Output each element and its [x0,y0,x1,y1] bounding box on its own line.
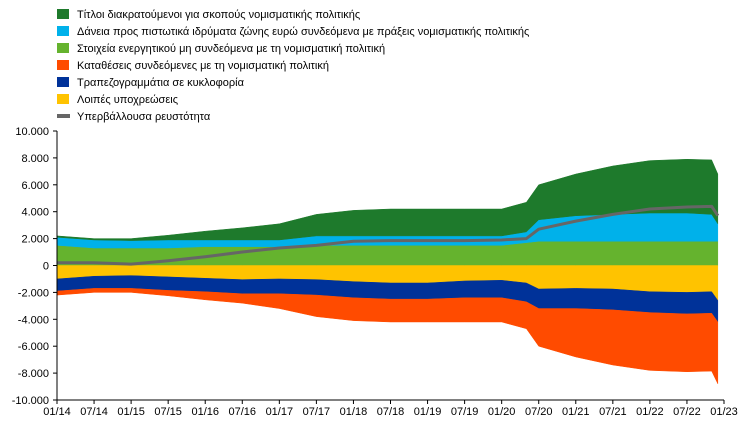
x-tick-label: 07/19 [451,406,479,418]
line-series [57,204,720,266]
legend-swatch [57,60,69,70]
x-tick-label: 01/18 [340,406,368,418]
legend-label: Τραπεζογραμμάτια σε κυκλοφορία [77,77,245,89]
x-tick-label: 01/19 [414,406,442,418]
y-tick-label: 6.000 [21,180,49,192]
y-tick-label: 8.000 [21,153,49,165]
x-tick-label: 01/22 [636,406,664,418]
x-tick-label: 01/20 [488,406,516,418]
legend-label: Λοιπές υποχρεώσεις [77,94,178,106]
legend-swatch [57,9,69,19]
x-tick-label: 07/22 [673,406,701,418]
y-tick-label: -4.000 [18,314,49,326]
x-tick-label: 07/21 [599,406,627,418]
x-tick-label: 01/21 [562,406,590,418]
legend-swatch [57,43,69,53]
legend-label: Δάνεια προς πιστωτικά ιδρύματα ζώνης ευρ… [77,26,529,38]
x-tick-label: 07/17 [303,406,331,418]
excess-liquidity-line [57,204,720,266]
x-tick-label: 07/20 [525,406,553,418]
stacked-areas [56,158,719,384]
y-tick-label: 0 [43,261,49,273]
x-tick-label: 01/17 [266,406,294,418]
legend-swatch [57,94,69,104]
legend-label: Τίτλοι διακρατούμενοι για σκοπούς νομισμ… [77,9,360,21]
legend-label: Υπερβάλλουσα ρευστότητα [77,111,211,123]
x-tick-label: 01/23 [710,406,738,418]
axes: 10.000 8.000 6.000 4.000 2.000 0 -2.000 -4.000 -… [12,126,738,418]
y-tick-label: -2.000 [18,287,49,299]
x-tick-label: 01/15 [117,406,145,418]
y-tick-label: 10.000 [15,126,49,138]
legend-swatch [57,77,69,87]
y-tick-label: -6.000 [18,341,49,353]
y-tick-label: -8.000 [18,368,49,380]
y-tick-label: -10.000 [12,395,49,407]
y-tick-label: 4.000 [21,207,49,219]
x-tick-label: 01/16 [191,406,219,418]
area-series [56,158,719,241]
legend-label: Στοιχεία ενεργητικού μη συνδεόμενα με τη… [77,43,385,55]
x-tick-label: 01/14 [43,406,71,418]
x-tick-label: 07/14 [80,406,108,418]
legend: Τίτλοι διακρατούμενοι για σκοπούς νομισμ… [57,9,529,123]
y-tick-label: 2.000 [21,234,49,246]
legend-swatch [57,26,69,36]
legend-label: Καταθέσεις συνδεόμενες με τη νομισματική… [77,60,329,72]
x-tick-label: 07/15 [154,406,182,418]
area-series [56,288,719,384]
x-tick-label: 07/16 [229,406,257,418]
x-tick-label: 07/18 [377,406,405,418]
